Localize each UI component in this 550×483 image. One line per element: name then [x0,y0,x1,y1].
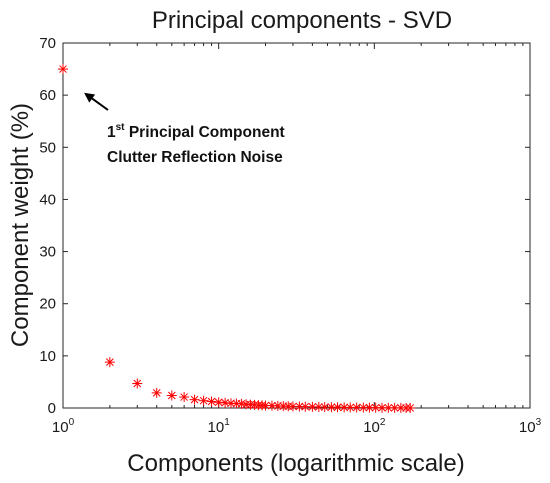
y-axis: 0 10 20 30 40 50 60 70 [39,35,530,417]
y-tick-label: 60 [39,87,56,104]
y-tick-label: 30 [39,244,56,261]
chart-title: Principal components - SVD [152,7,452,34]
data-series [58,64,416,413]
data-point [405,402,416,413]
data-point [326,402,337,413]
annotation-line-2: Clutter Reflection Noise [107,149,283,166]
y-tick-label: 50 [39,139,56,156]
annotation-line-1: 1st Principal Component [107,122,285,141]
y-tick-label: 40 [39,191,56,208]
data-point [213,397,224,408]
data-point [294,401,305,412]
x-tick-label: 100 [52,417,75,436]
data-point [58,64,68,75]
data-point [287,401,298,412]
data-point [189,394,200,405]
plot-area [62,42,531,409]
data-point [104,357,115,368]
annotation-line-1-prefix: 1 [107,124,116,141]
annotation-line-1-rest: Principal Component [125,124,285,141]
annotation: 1st Principal Component Clutter Reflecti… [84,92,285,166]
x-tick-label: 101 [208,417,231,436]
data-point [179,392,190,403]
data-point [132,378,143,389]
data-point [198,395,209,406]
x-tick-label: 103 [519,417,542,436]
y-tick-label: 70 [39,35,56,52]
y-tick-label: 0 [48,400,56,417]
x-axis-label: Components (logarithmic scale) [127,450,464,477]
x-tick-label: 102 [363,417,386,436]
annotation-line-1-sup: st [116,122,126,133]
data-point [364,402,375,413]
data-point [206,396,217,407]
x-axis: 100 101 102 103 [52,43,542,436]
y-tick-label: 10 [39,348,56,365]
data-point [151,387,162,398]
annotation-arrowhead [84,92,96,103]
y-axis-label: Component weight (%) [7,103,34,347]
y-tick-label: 20 [39,296,56,313]
data-point [166,390,177,401]
data-point [220,397,231,408]
annotation-arrow [91,97,109,111]
